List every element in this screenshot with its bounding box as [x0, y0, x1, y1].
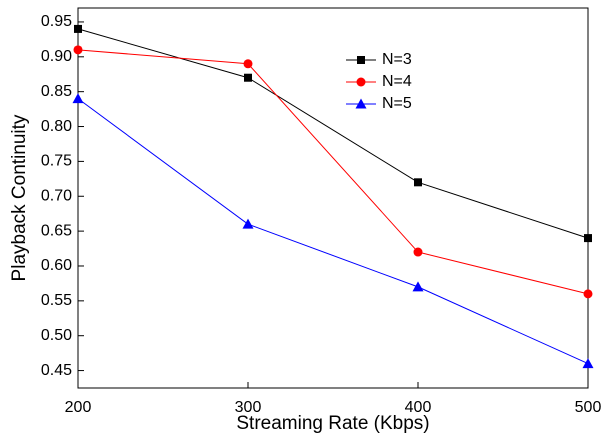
data-point [413, 247, 423, 257]
y-tick-label: 0.85 [41, 83, 72, 100]
series-line [77, 49, 589, 295]
y-tick-label: 0.60 [41, 257, 72, 274]
data-point [243, 59, 253, 69]
y-tick-label: 0.50 [41, 327, 72, 344]
x-tick-label: 400 [405, 399, 432, 416]
legend-label: N=4 [382, 73, 412, 90]
data-point [244, 73, 252, 82]
data-point [412, 281, 424, 292]
legend-marker [355, 98, 367, 109]
series-line [77, 28, 589, 239]
y-tick-label: 0.70 [41, 187, 72, 204]
x-axis-label: Streaming Rate (Kbps) [236, 413, 429, 434]
legend-marker [356, 77, 366, 87]
data-point [583, 289, 593, 299]
x-tick-label: 200 [65, 399, 92, 416]
legend-label: N=5 [382, 95, 412, 112]
legend-label: N=3 [382, 51, 412, 68]
y-tick-label: 0.55 [41, 292, 72, 309]
data-point [414, 178, 422, 187]
y-tick-label: 0.45 [41, 362, 72, 379]
legend-marker [357, 56, 365, 64]
y-tick-label: 0.90 [41, 48, 72, 65]
data-point [242, 218, 254, 229]
y-axis-label: Playback Continuity [9, 114, 30, 281]
data-point [582, 358, 594, 369]
y-tick-label: 0.75 [41, 153, 72, 170]
y-tick-label: 0.80 [41, 118, 72, 135]
plot-frame [77, 7, 589, 389]
data-point [73, 45, 83, 55]
y-tick-label: 0.65 [41, 222, 72, 239]
data-point [74, 24, 82, 33]
data-point [72, 93, 84, 104]
x-tick-label: 300 [235, 399, 262, 416]
y-tick-label: 0.95 [41, 13, 72, 30]
data-point [584, 234, 592, 243]
x-tick-label: 500 [575, 399, 602, 416]
series-line [77, 98, 589, 365]
